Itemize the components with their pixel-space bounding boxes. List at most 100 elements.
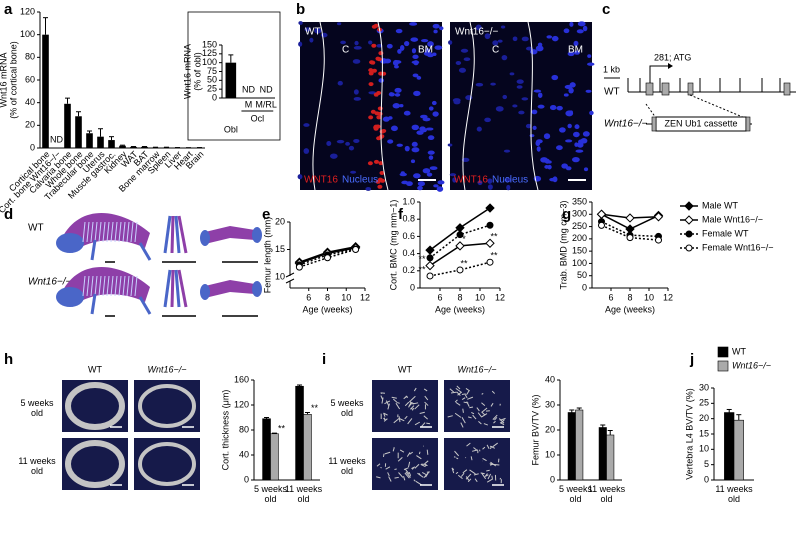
marker <box>625 213 635 223</box>
nucleus <box>587 54 592 58</box>
y-tick-label: 20 <box>25 120 35 130</box>
nucleus <box>549 177 557 182</box>
y-tick-label: 0 <box>410 282 415 292</box>
trabecula <box>454 450 460 457</box>
trabecula <box>426 422 431 425</box>
value-label: ND <box>242 84 255 94</box>
y-axis-label: Femur BV/TV (%) <box>530 394 540 465</box>
y-axis-label: Cort. thickness (μm) <box>220 390 230 471</box>
nucleus <box>463 57 471 62</box>
nucleus <box>503 149 511 153</box>
trabecula <box>482 446 486 450</box>
nucleus <box>353 96 361 101</box>
nucleus <box>425 127 434 131</box>
region-label: C <box>492 45 499 56</box>
nucleus <box>394 87 402 93</box>
nucleus <box>353 89 359 95</box>
trabecula <box>398 472 404 478</box>
wnt16-signal <box>380 178 386 183</box>
label: 11 weeks old <box>587 484 626 504</box>
trabecula <box>483 423 489 426</box>
y-axis-label: Trab. BMD (mg cm−3) <box>558 201 568 290</box>
nucleus <box>461 157 470 163</box>
wnt16-signal <box>367 161 373 166</box>
trabecula <box>409 395 416 403</box>
marker <box>485 203 495 213</box>
nucleus <box>399 172 407 177</box>
limb <box>138 296 152 315</box>
significance-label: * <box>462 234 466 244</box>
trabecula <box>464 394 468 399</box>
trabecula <box>404 415 408 420</box>
nucleus <box>582 25 588 32</box>
bone-boundary <box>377 21 389 191</box>
rib <box>90 275 94 297</box>
x-tick-label: M <box>245 99 253 109</box>
significance-label: ** <box>490 232 498 242</box>
nucleus <box>484 117 491 123</box>
trabecula <box>465 473 472 480</box>
nucleus <box>537 104 545 109</box>
wnt16-signal <box>373 159 379 164</box>
y-axis-label: (% of obl) <box>192 52 202 91</box>
trabecula <box>403 476 406 481</box>
trabecula <box>391 396 397 399</box>
nucleus <box>563 28 570 34</box>
y-tick-label: 20 <box>699 413 709 423</box>
trabecula <box>473 447 478 452</box>
exon <box>783 82 791 96</box>
trabecula <box>457 391 462 396</box>
marker <box>486 258 494 266</box>
genotype-label: WT <box>28 223 44 234</box>
y-tick-label: 300 <box>572 209 587 219</box>
nucleus <box>589 110 594 116</box>
marker <box>426 254 434 262</box>
bar <box>75 116 82 148</box>
trabecula <box>384 451 391 455</box>
y-tick-label: 10 <box>545 449 555 459</box>
nucleus <box>568 87 574 94</box>
wnt16-signal <box>369 60 375 65</box>
trabecula <box>409 451 414 455</box>
nucleus <box>487 178 493 184</box>
nucleus <box>426 172 433 177</box>
trabecula <box>471 411 475 415</box>
nucleus <box>452 98 461 103</box>
bar <box>130 146 137 148</box>
exon <box>661 82 670 96</box>
wnt16-signal <box>368 71 374 76</box>
y-tick-label: 80 <box>239 424 249 434</box>
nucleus <box>298 41 303 47</box>
panel-letter: g <box>562 206 571 223</box>
nucleus <box>530 49 538 55</box>
nucleus <box>565 110 574 117</box>
trabecula <box>469 406 474 409</box>
y-tick-label: 50 <box>577 270 587 280</box>
ct-image <box>134 380 200 432</box>
wnt16-signal <box>381 128 387 133</box>
y-tick-label: 15 <box>275 244 285 254</box>
y-tick-label: 1.0 <box>402 196 415 206</box>
nucleus <box>506 184 511 191</box>
trabecula <box>408 472 412 476</box>
trabecula <box>412 402 419 405</box>
value-label: ND <box>260 84 273 94</box>
nucleus <box>547 164 552 170</box>
epiphysis <box>200 284 210 300</box>
wnt16-signal <box>371 68 377 73</box>
wnt16-signal <box>376 115 382 120</box>
nucleus <box>525 46 533 51</box>
rib <box>94 221 98 243</box>
nucleus <box>432 23 440 29</box>
trabecula <box>387 472 390 477</box>
nucleus <box>563 93 569 97</box>
y-tick-label: 150 <box>572 246 587 256</box>
trabecula <box>416 455 422 460</box>
marker <box>295 263 303 271</box>
nucleus <box>574 142 579 147</box>
nucleus <box>394 64 399 69</box>
y-tick-label: 5 <box>704 459 709 469</box>
label: 5 weeks old <box>253 484 288 504</box>
rib <box>126 275 130 297</box>
trabecula <box>487 473 492 480</box>
